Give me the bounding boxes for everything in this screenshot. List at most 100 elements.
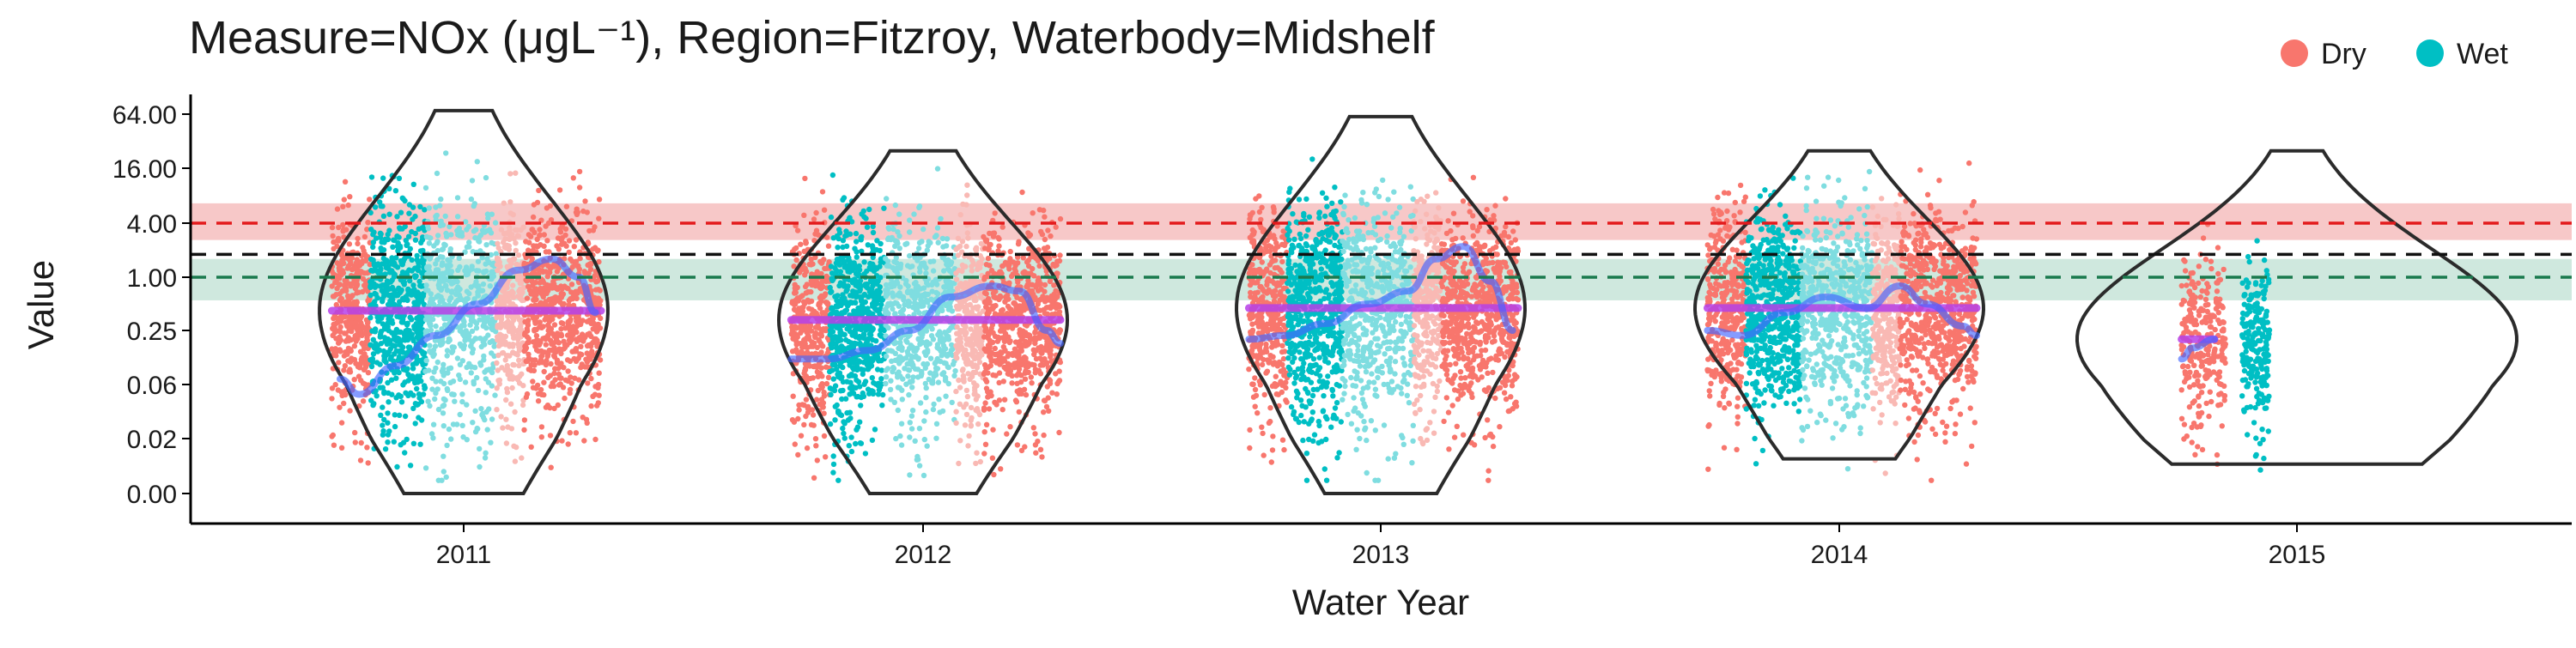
data-point xyxy=(893,203,898,208)
data-point xyxy=(474,375,479,380)
data-point xyxy=(456,372,461,378)
data-point xyxy=(558,326,563,331)
data-point xyxy=(347,241,352,246)
data-point xyxy=(507,370,513,375)
data-point xyxy=(381,247,386,252)
data-point xyxy=(996,380,1001,385)
data-point xyxy=(464,264,469,269)
data-point xyxy=(466,224,471,229)
data-point xyxy=(990,427,995,433)
data-point xyxy=(397,348,402,354)
data-point xyxy=(857,420,862,425)
data-point xyxy=(954,324,959,330)
data-point xyxy=(917,463,922,468)
data-point xyxy=(512,362,517,367)
data-point xyxy=(835,293,840,298)
data-point xyxy=(541,324,546,329)
data-point xyxy=(447,336,452,342)
data-point xyxy=(920,303,926,308)
data-point xyxy=(523,344,528,349)
data-point xyxy=(339,420,344,425)
data-point xyxy=(848,434,854,439)
data-point xyxy=(340,228,345,233)
data-point xyxy=(423,282,428,288)
data-point xyxy=(852,246,857,251)
data-point xyxy=(876,391,881,397)
data-point xyxy=(835,410,841,415)
data-point xyxy=(936,397,941,402)
data-point xyxy=(890,306,895,312)
data-point xyxy=(811,309,817,314)
data-point xyxy=(794,350,799,355)
data-point xyxy=(331,246,336,251)
data-point xyxy=(848,293,853,298)
data-point xyxy=(522,417,527,422)
data-point xyxy=(331,443,337,448)
data-point xyxy=(588,343,593,348)
data-point xyxy=(411,441,416,446)
data-point xyxy=(402,379,407,385)
data-point xyxy=(550,348,556,353)
data-point xyxy=(987,299,992,304)
data-point xyxy=(503,244,508,249)
data-point xyxy=(459,391,465,397)
data-point xyxy=(841,431,846,436)
data-point xyxy=(915,374,920,379)
data-point xyxy=(803,284,808,289)
data-point xyxy=(489,416,495,421)
year-group-2012 xyxy=(779,151,1067,494)
data-point xyxy=(410,282,416,288)
data-point xyxy=(557,187,562,192)
data-point xyxy=(801,213,806,218)
data-point xyxy=(342,283,347,288)
data-point xyxy=(414,386,419,391)
data-point xyxy=(370,245,375,250)
data-point xyxy=(1000,407,1005,412)
data-point xyxy=(931,336,936,342)
data-point xyxy=(594,342,599,347)
data-point xyxy=(822,266,827,271)
data-point xyxy=(477,464,482,469)
data-point xyxy=(803,240,808,245)
data-point xyxy=(847,215,852,221)
data-point xyxy=(1024,392,1029,397)
data-point xyxy=(429,376,434,381)
data-point xyxy=(990,456,995,461)
data-point xyxy=(836,236,841,241)
data-point xyxy=(1025,284,1030,289)
data-point xyxy=(820,189,825,194)
data-point xyxy=(397,225,402,230)
data-point xyxy=(1041,433,1046,438)
data-point xyxy=(922,263,927,269)
data-point xyxy=(412,380,417,385)
data-point xyxy=(362,234,368,239)
data-point xyxy=(943,360,948,366)
data-point xyxy=(406,344,411,349)
data-point xyxy=(399,399,404,404)
data-point xyxy=(943,346,948,351)
data-point xyxy=(953,343,958,348)
data-point xyxy=(526,247,531,252)
data-point xyxy=(433,270,438,276)
data-point xyxy=(410,331,415,336)
data-point xyxy=(983,348,988,354)
data-point xyxy=(509,321,514,326)
data-point xyxy=(489,322,494,327)
data-point xyxy=(331,316,336,321)
data-point xyxy=(537,360,542,366)
data-point xyxy=(381,214,386,219)
data-point xyxy=(983,442,988,447)
data-point xyxy=(544,342,549,347)
data-point xyxy=(964,183,969,188)
data-point xyxy=(458,342,463,347)
data-point xyxy=(574,346,579,351)
data-point xyxy=(570,332,575,337)
data-point xyxy=(389,392,394,397)
data-point xyxy=(586,330,592,336)
data-point xyxy=(346,203,351,208)
data-point xyxy=(427,240,432,245)
data-point xyxy=(1038,447,1043,452)
data-point xyxy=(444,277,449,282)
data-point xyxy=(342,197,347,202)
data-point xyxy=(440,410,446,415)
